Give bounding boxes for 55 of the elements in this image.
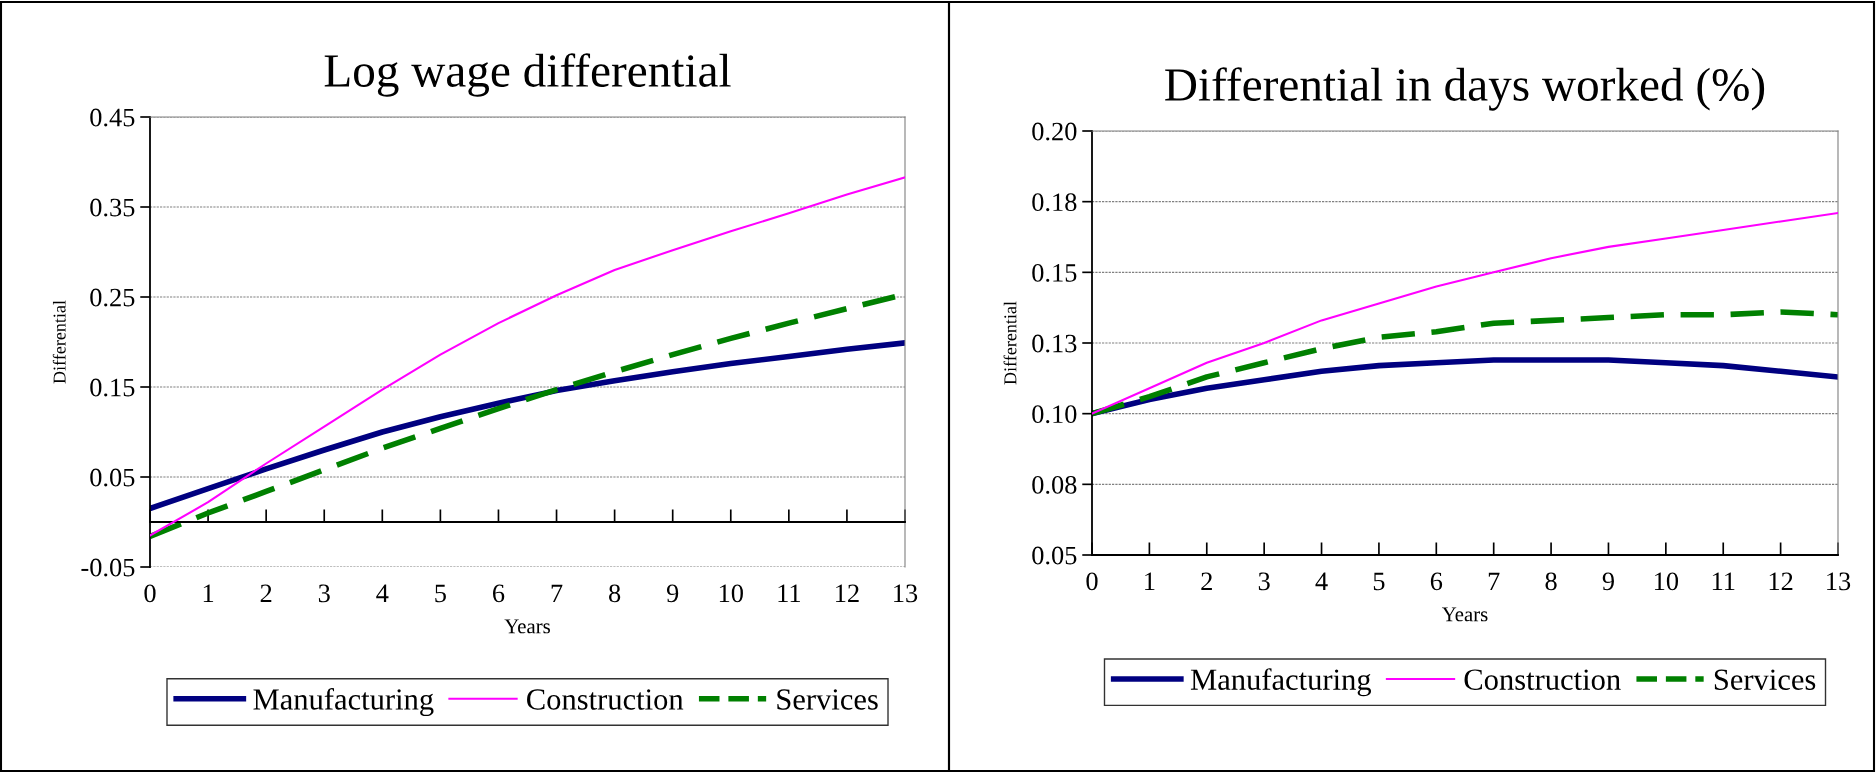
x-tick-label: 7 (1488, 572, 1500, 590)
x-tick-label: 10 (719, 584, 743, 603)
x-axis-title: Years (1441, 607, 1488, 622)
x-tick-label: 3 (1258, 572, 1270, 591)
x-tick-label: 2 (260, 584, 272, 602)
y-tick-label: 0.20 (1032, 122, 1077, 141)
x-tick-label: 8 (609, 584, 621, 603)
x-tick-label: 4 (376, 584, 389, 602)
legend-label: Services (777, 689, 878, 710)
y-tick-label: -0.05 (81, 558, 135, 577)
x-tick-label: 6 (493, 584, 505, 603)
x-tick-label: 9 (1602, 572, 1614, 591)
y-tick-label: 0.05 (90, 468, 135, 487)
y-tick-label: 0.13 (1032, 334, 1077, 353)
legend-label: Services (1714, 669, 1816, 690)
x-tick-label: 11 (1712, 572, 1735, 590)
x-axis-title: Years (504, 619, 550, 634)
line-series (1092, 211, 1838, 415)
x-tick-label: 5 (435, 584, 446, 603)
x-tick-label: 6 (1430, 572, 1443, 591)
y-axis-title: Differential (52, 300, 66, 384)
y-axis-title: Differential (1003, 301, 1017, 385)
y-tick-label: 0.25 (90, 288, 135, 307)
x-tick-label: 10 (1654, 572, 1679, 591)
x-tick-label: 12 (1769, 572, 1793, 590)
x-tick-label: 2 (1201, 572, 1212, 590)
y-tick-label: 0.15 (1032, 263, 1077, 282)
y-tick-label: 0.45 (90, 108, 135, 127)
y-tick-label: 0.15 (90, 378, 135, 397)
chart-title: Differential in days worked (%) (1165, 67, 1765, 111)
legend-label: Manufacturing (253, 687, 434, 717)
x-tick-label: 5 (1373, 572, 1385, 591)
x-tick-label: 8 (1545, 572, 1557, 591)
x-tick-label: 7 (551, 584, 563, 602)
x-tick-label: 12 (836, 584, 859, 602)
x-tick-label: 1 (1145, 572, 1155, 590)
chart-title: Log wage differential (324, 53, 731, 97)
x-tick-label: 11 (778, 584, 800, 602)
x-tick-label: 1 (203, 584, 214, 602)
x-tick-label: 13 (1827, 572, 1851, 591)
x-tick-label: 0 (144, 584, 156, 603)
x-tick-label: 13 (894, 584, 918, 603)
x-tick-label: 4 (1315, 572, 1328, 590)
line-series (150, 176, 905, 537)
x-tick-label: 0 (1086, 572, 1098, 591)
y-tick-label: 0.08 (1032, 475, 1077, 494)
y-tick-label: 0.05 (1032, 546, 1077, 565)
legend-label: Construction (527, 689, 684, 710)
x-tick-label: 3 (318, 584, 330, 603)
legend-label: Manufacturing (1190, 668, 1372, 697)
y-tick-label: 0.18 (1032, 193, 1077, 212)
y-tick-label: 0.35 (90, 198, 135, 217)
y-tick-label: 0.10 (1032, 405, 1077, 424)
x-tick-label: 9 (666, 584, 679, 603)
legend-label: Construction (1464, 669, 1621, 690)
